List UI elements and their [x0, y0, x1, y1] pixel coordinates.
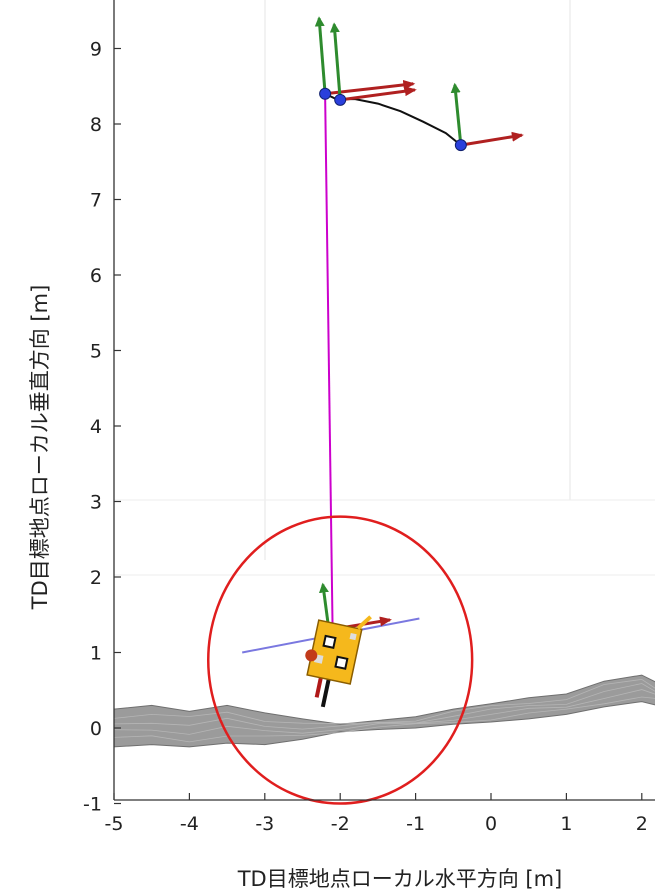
waypoint-marker	[319, 87, 332, 100]
points-layer	[319, 87, 467, 152]
x-tick-label: 0	[485, 813, 497, 835]
x-tick-label: -2	[331, 813, 350, 835]
frame-right-arrow	[460, 131, 524, 147]
x-tick-label: -5	[105, 813, 124, 835]
y-tick-label: 6	[90, 265, 102, 287]
frames-layer	[314, 16, 524, 632]
terrain-mesh-line	[113, 678, 655, 724]
terrain-mesh-line	[113, 683, 655, 730]
lander-panel	[349, 633, 357, 641]
terrain-mesh-line	[113, 689, 655, 735]
series-layer	[241, 92, 462, 654]
y-tick-label: 9	[90, 39, 102, 61]
y-axis-label: TD目標地点ローカル垂直方向 [m]	[28, 285, 52, 611]
highlight-circle	[207, 515, 474, 805]
lander-leg	[314, 675, 324, 698]
waypoint-marker	[454, 139, 467, 152]
lander-antenna	[356, 615, 372, 630]
y-tick-label: 8	[90, 114, 102, 136]
x-tick-label: 2	[636, 813, 648, 835]
y-tick-label: 7	[90, 190, 102, 212]
frame-up-arrow	[450, 82, 463, 146]
y-tick-label: 2	[90, 567, 102, 589]
x-tick-label: -3	[255, 813, 274, 835]
y-tick-label: 3	[90, 492, 102, 514]
frame-up-arrow	[329, 22, 342, 100]
lander-window	[322, 634, 337, 649]
y-tick-label: -1	[83, 794, 102, 816]
y-tick-label: 0	[90, 718, 102, 740]
lander-icon	[305, 615, 372, 708]
grid-layer	[114, 0, 655, 576]
lander-layer	[207, 515, 474, 805]
lander-sampler	[320, 677, 332, 708]
y-tick-label: 1	[90, 643, 102, 665]
lander-thruster	[305, 649, 318, 662]
waypoint-marker	[334, 93, 347, 106]
y-tick-label: 4	[90, 416, 102, 438]
lander-body	[306, 619, 363, 685]
terrain-layer	[113, 674, 655, 748]
x-tick-label: 1	[560, 813, 572, 835]
x-tick-label: -1	[406, 813, 425, 835]
x-tick-label: -4	[180, 813, 199, 835]
y-tick-labels: -1 0 1 2 3 4 5 6 7 8 9	[83, 39, 121, 816]
lander-window	[334, 655, 349, 670]
frame-up-arrow	[314, 16, 327, 94]
terrain-surface	[113, 674, 655, 748]
x-tick-labels: -5 -4 -3 -2 -1 0 1 2	[105, 793, 648, 835]
frame-right-arrow	[340, 86, 417, 102]
axes-layer	[113, 0, 655, 801]
series-line-0	[324, 93, 334, 638]
terrain-mesh-line	[113, 696, 655, 743]
x-axis-label: TD目標地点ローカル水平方向 [m]	[237, 867, 563, 891]
y-tick-label: 5	[90, 341, 102, 363]
